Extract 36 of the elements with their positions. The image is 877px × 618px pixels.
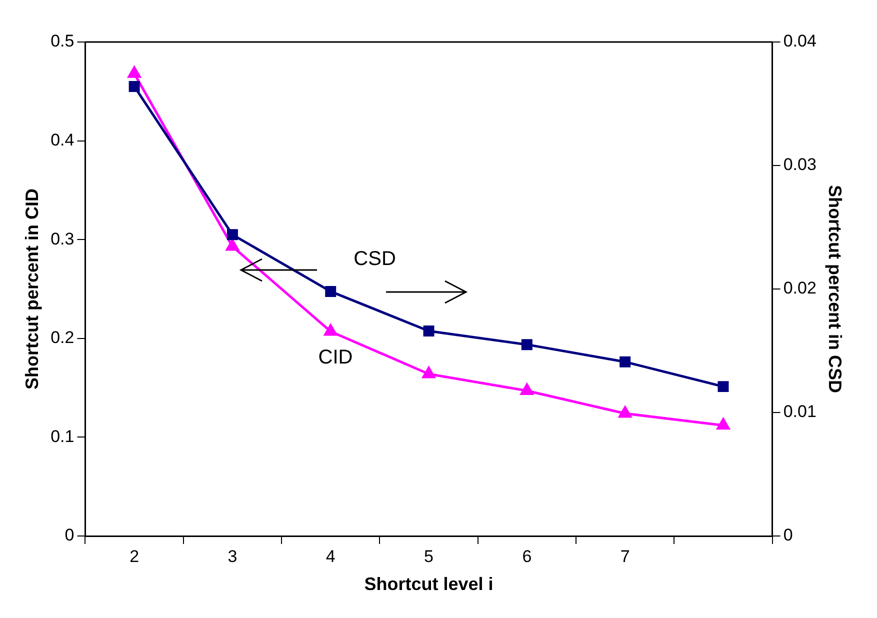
point (422, 366, 436, 378)
y2-tick-label: 0.03 (783, 155, 816, 174)
x-tick-label: 7 (620, 546, 630, 566)
x-tick-label: 5 (424, 546, 434, 566)
y-tick-label: 0.1 (50, 426, 74, 446)
y2-axis-title: Shortcut percent in CSD (825, 184, 846, 394)
y2-tick-label: 0 (783, 526, 793, 545)
x-tick-label: 2 (130, 546, 140, 566)
point (521, 339, 532, 350)
y-tick-label: 0.5 (50, 32, 74, 51)
y2-tick-label: 0.02 (783, 278, 816, 298)
point (226, 239, 239, 251)
x-axis-title: Shortcut level i (364, 574, 494, 594)
point (716, 418, 730, 430)
point (128, 66, 141, 78)
point (226, 229, 238, 240)
point (325, 286, 336, 297)
point (128, 80, 140, 92)
y2-tick-label: 0.01 (783, 402, 816, 422)
y2-tick-label: 0.04 (783, 32, 816, 51)
point (423, 326, 434, 336)
y-tick-label: 0.2 (50, 328, 74, 348)
x-tick-label: 3 (228, 546, 238, 566)
y-axis-title: Shortcut percent in CID (22, 188, 42, 390)
point (520, 384, 534, 396)
point (324, 324, 338, 336)
point (620, 356, 631, 368)
y-tick-label: 0.3 (50, 229, 74, 248)
point (618, 406, 632, 418)
series-label: CSD (354, 248, 396, 270)
x-tick-label: 4 (326, 546, 336, 566)
y-tick-label: 0 (64, 526, 74, 545)
x-tick-label: 6 (522, 546, 532, 566)
point (718, 381, 729, 392)
y-tick-label: 0.4 (50, 130, 74, 150)
series-label: CID (318, 346, 353, 369)
